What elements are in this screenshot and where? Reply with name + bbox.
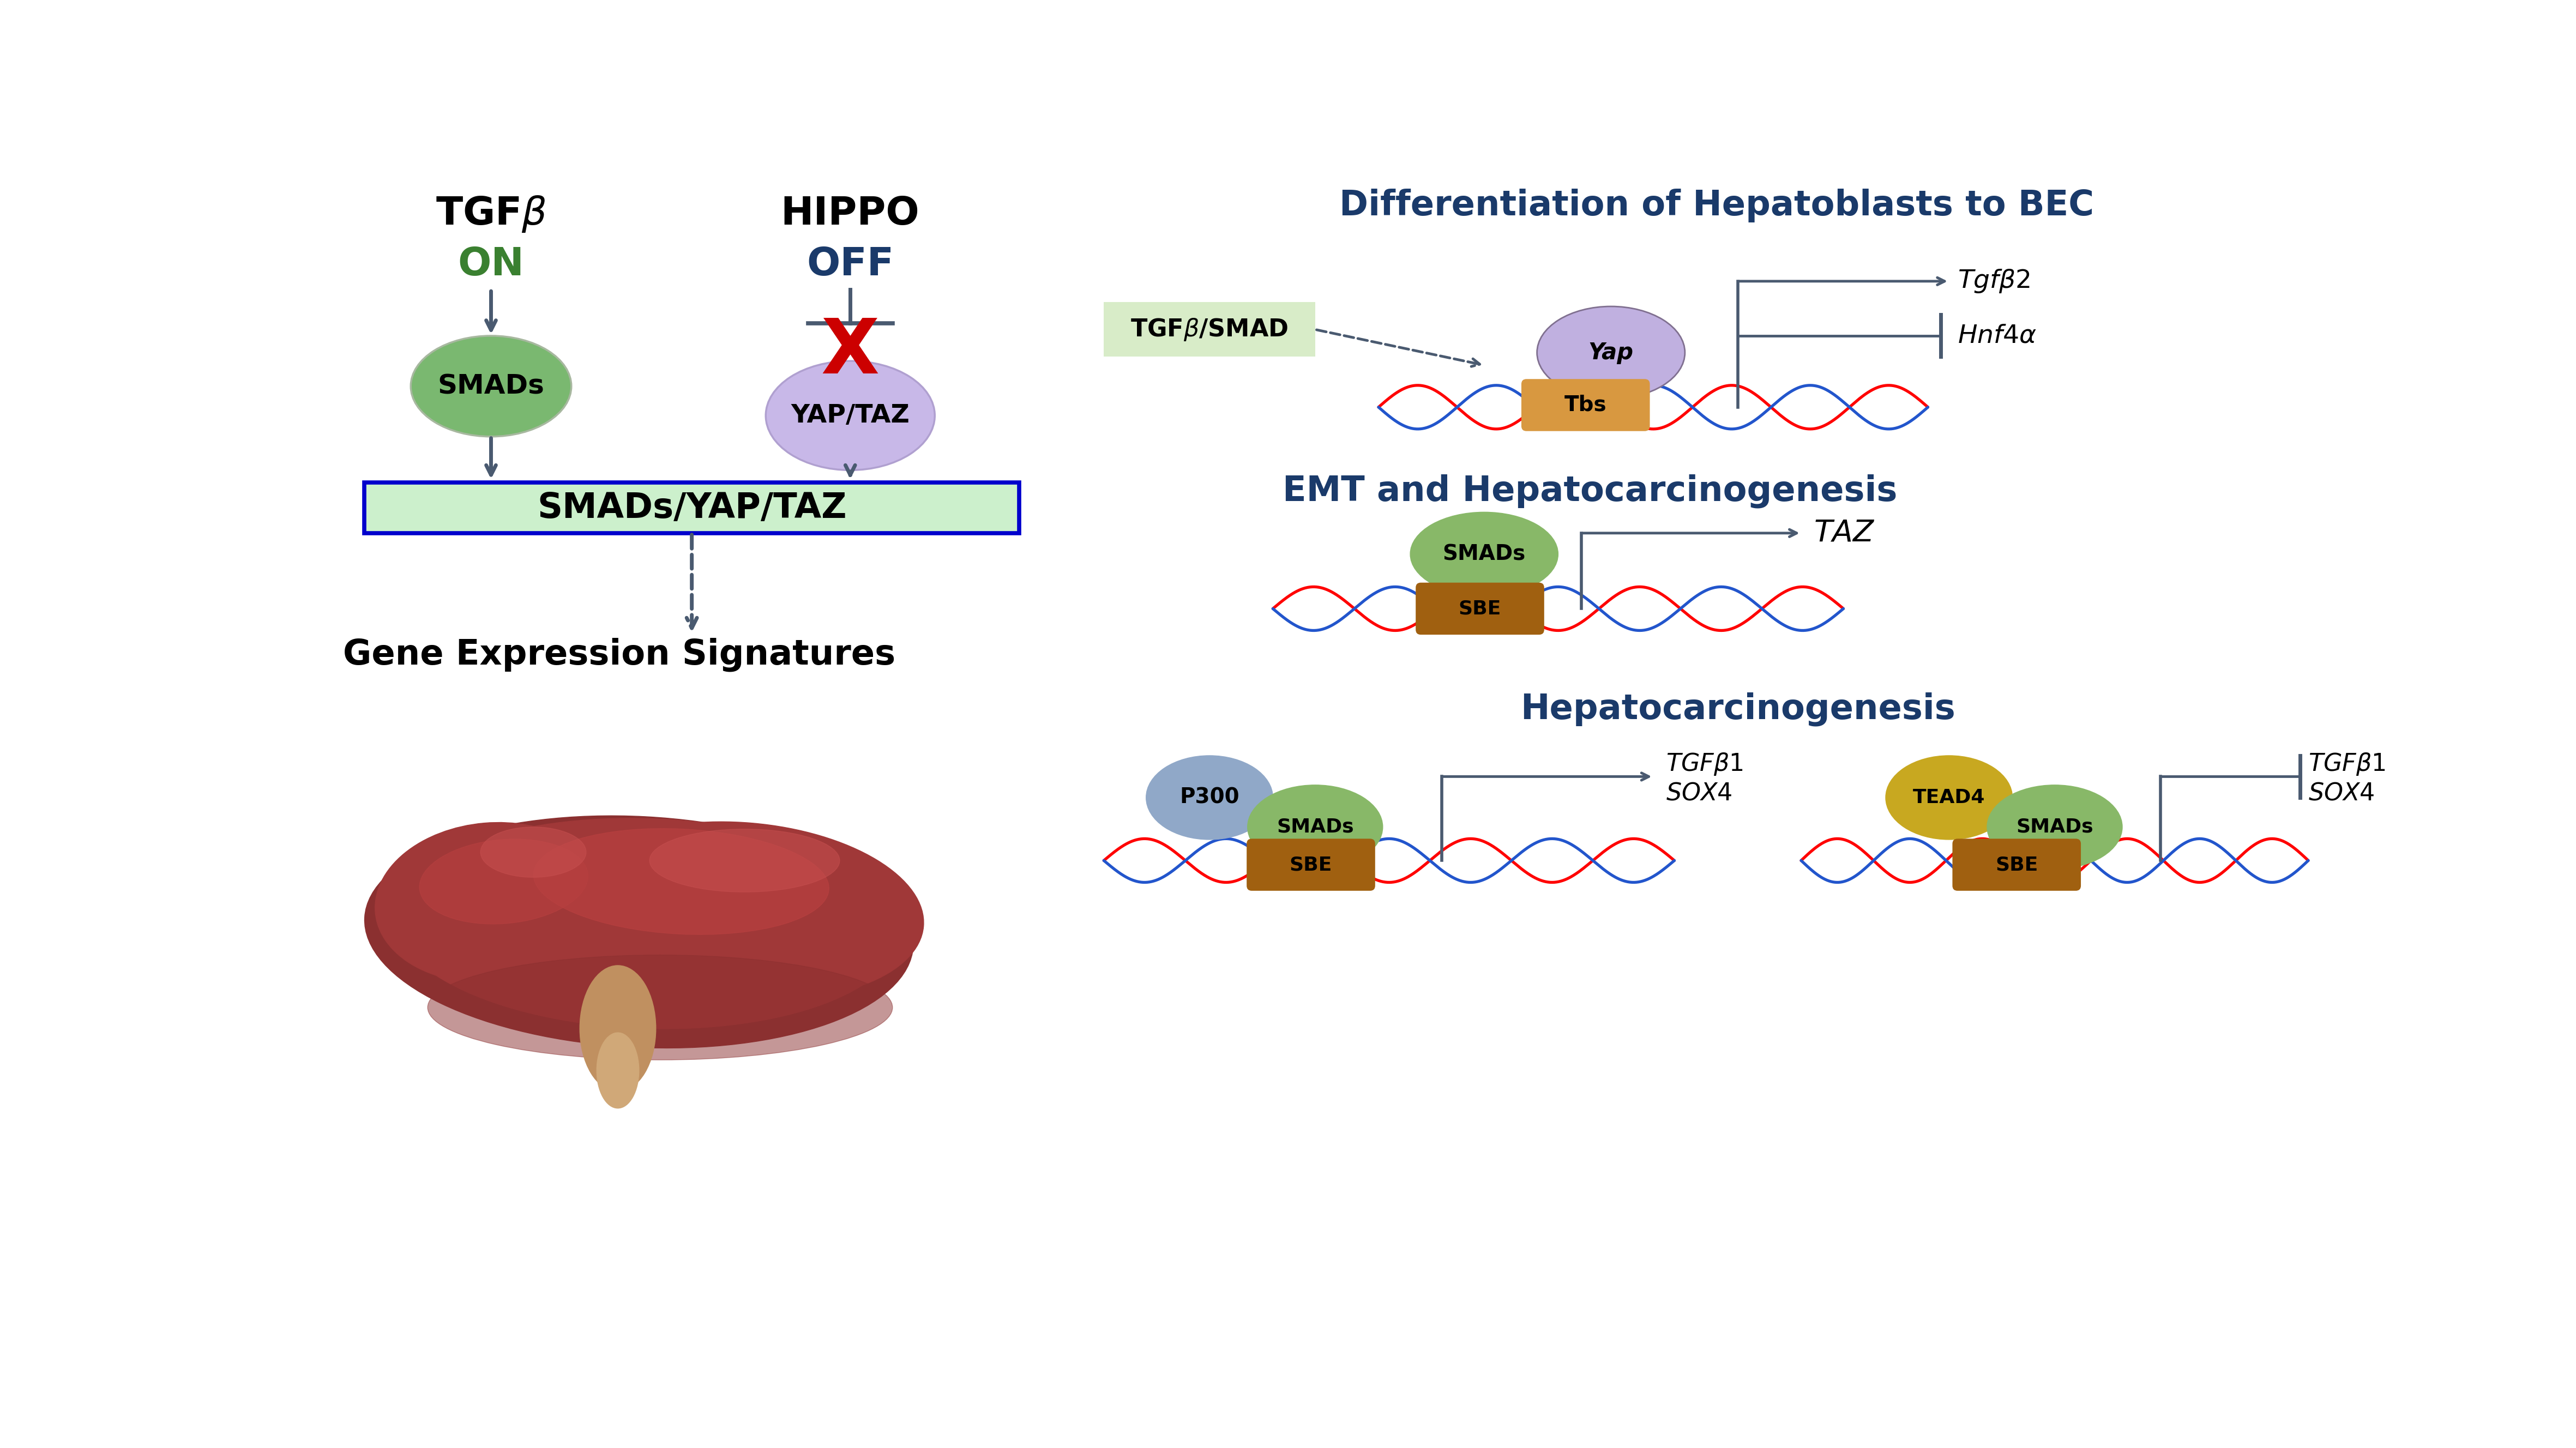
Ellipse shape <box>533 828 829 934</box>
Text: $\bf{\it{TGF\beta1}}$: $\bf{\it{TGF\beta1}}$ <box>1667 752 1744 776</box>
Ellipse shape <box>376 822 608 983</box>
Ellipse shape <box>482 827 587 877</box>
Ellipse shape <box>1538 307 1685 398</box>
Ellipse shape <box>1146 756 1273 840</box>
Text: Hepatocarcinogenesis: Hepatocarcinogenesis <box>1520 692 1955 727</box>
Ellipse shape <box>598 1032 639 1108</box>
Text: $\bf{\it{SOX4}}$: $\bf{\it{SOX4}}$ <box>1667 782 1731 805</box>
Text: $\bf{\it{TGF\beta1}}$: $\bf{\it{TGF\beta1}}$ <box>2308 752 2385 776</box>
Ellipse shape <box>580 966 657 1092</box>
Text: SMADs: SMADs <box>438 374 544 400</box>
Text: X: X <box>822 316 878 390</box>
Ellipse shape <box>1409 513 1558 597</box>
Text: Tbs: Tbs <box>1564 395 1607 416</box>
Ellipse shape <box>420 838 587 924</box>
Text: SBE: SBE <box>1458 599 1502 618</box>
FancyBboxPatch shape <box>1953 838 2081 891</box>
Text: Gene Expression Signatures: Gene Expression Signatures <box>343 637 896 672</box>
Text: Yap: Yap <box>1589 342 1633 363</box>
Ellipse shape <box>567 821 925 1001</box>
Ellipse shape <box>394 818 902 1028</box>
Text: SBE: SBE <box>1996 856 2038 875</box>
Ellipse shape <box>1986 785 2123 869</box>
Ellipse shape <box>428 956 891 1060</box>
Text: HIPPO: HIPPO <box>781 195 920 233</box>
Text: EMT and Hepatocarcinogenesis: EMT and Hepatocarcinogenesis <box>1283 473 1896 508</box>
Text: YAP/TAZ: YAP/TAZ <box>791 404 909 427</box>
Text: TGF$\beta$: TGF$\beta$ <box>435 194 546 235</box>
Text: TEAD4: TEAD4 <box>1914 788 1986 807</box>
FancyBboxPatch shape <box>1105 303 1316 356</box>
Text: Differentiation of Hepatoblasts to BEC: Differentiation of Hepatoblasts to BEC <box>1340 188 2094 223</box>
Ellipse shape <box>765 361 935 471</box>
Ellipse shape <box>366 815 914 1048</box>
FancyBboxPatch shape <box>1417 582 1543 634</box>
Text: $\bf{\it{SOX4}}$: $\bf{\it{SOX4}}$ <box>2308 782 2375 805</box>
FancyBboxPatch shape <box>1247 838 1376 891</box>
Text: OFF: OFF <box>806 246 894 284</box>
Text: $\bf{\it{Hnf4\alpha}}$: $\bf{\it{Hnf4\alpha}}$ <box>1958 323 2038 348</box>
Text: TGF$\beta$/SMAD: TGF$\beta$/SMAD <box>1131 317 1288 342</box>
FancyBboxPatch shape <box>1522 379 1649 432</box>
Text: SBE: SBE <box>1291 856 1332 875</box>
Text: SMADs: SMADs <box>1278 818 1355 835</box>
Text: SMADs: SMADs <box>2017 818 2094 835</box>
Text: SMADs: SMADs <box>1443 544 1525 565</box>
Ellipse shape <box>410 336 572 436</box>
Ellipse shape <box>649 830 840 892</box>
Ellipse shape <box>1886 756 2012 840</box>
Text: P300: P300 <box>1180 788 1239 808</box>
FancyBboxPatch shape <box>363 482 1020 533</box>
Text: ON: ON <box>459 246 526 284</box>
Text: $\bf{\it{Tgf\beta2}}$: $\bf{\it{Tgf\beta2}}$ <box>1958 268 2030 294</box>
Text: $\bf{\it{TAZ}}$: $\bf{\it{TAZ}}$ <box>1814 518 1875 547</box>
Ellipse shape <box>1247 785 1383 869</box>
Text: SMADs/YAP/TAZ: SMADs/YAP/TAZ <box>536 491 848 524</box>
